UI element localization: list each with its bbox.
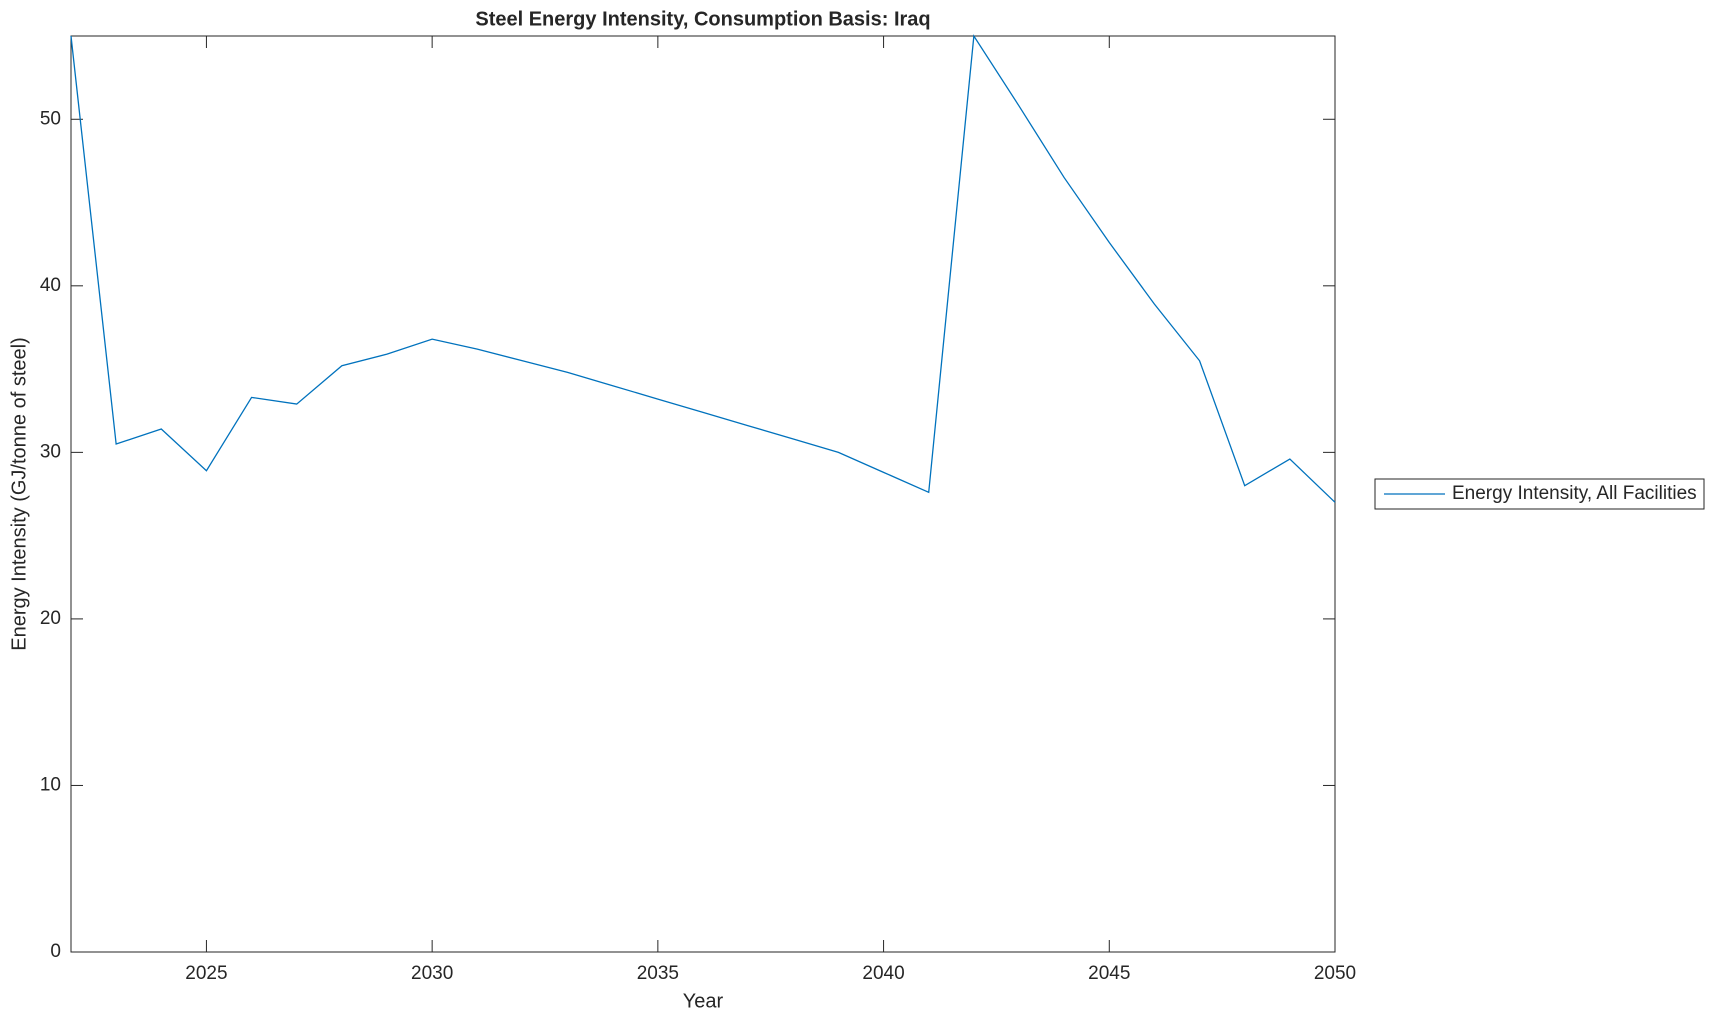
y-tick-label: 40 <box>40 275 61 296</box>
x-tick-label: 2040 <box>862 963 904 984</box>
y-tick-label: 30 <box>40 441 61 462</box>
x-tick-label: 2035 <box>637 963 679 984</box>
legend-label: Energy Intensity, All Facilities <box>1452 483 1697 504</box>
x-tick-label: 2025 <box>185 963 227 984</box>
x-axis-label: Year <box>683 990 724 1012</box>
x-tick-label: 2030 <box>411 963 453 984</box>
x-tick-label: 2050 <box>1314 963 1356 984</box>
y-tick-label: 0 <box>50 941 61 962</box>
y-tick-label: 50 <box>40 108 61 129</box>
series-line <box>70 34 1336 503</box>
y-axis-label: Energy Intensity (GJ/tonne of steel) <box>8 337 30 651</box>
y-tick-label: 10 <box>40 774 61 795</box>
x-tick-label: 2045 <box>1088 963 1130 984</box>
y-tick-label: 20 <box>40 608 61 629</box>
plot-area <box>70 35 1336 953</box>
chart-title: Steel Energy Intensity, Consumption Basi… <box>475 8 930 30</box>
